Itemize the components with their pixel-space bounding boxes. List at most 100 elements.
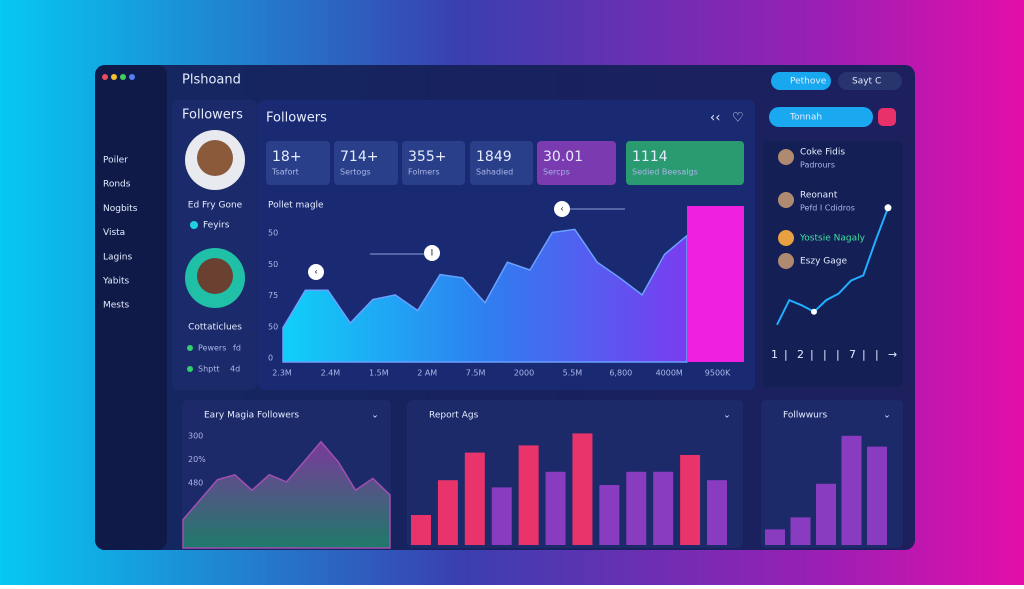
pager-item[interactable]: | bbox=[862, 348, 866, 361]
nav-item[interactable]: Yabits bbox=[102, 277, 130, 287]
avatar bbox=[778, 253, 794, 269]
bar bbox=[680, 455, 701, 545]
stat-label: Sahadied bbox=[476, 168, 513, 177]
icon[interactable]: ‹‹ bbox=[710, 111, 720, 126]
profile-name: Cottaticlues bbox=[188, 323, 242, 333]
point bbox=[811, 308, 817, 315]
nav-item[interactable]: Ronds bbox=[103, 180, 131, 190]
x-tick-label: 6,800 bbox=[609, 369, 632, 378]
dot bbox=[111, 74, 117, 80]
pager-item[interactable]: | bbox=[823, 348, 827, 361]
button-label[interactable]: Pethove bbox=[790, 77, 827, 87]
profiles-title: Followers bbox=[182, 108, 243, 123]
dot bbox=[187, 366, 193, 372]
stat-value: 1849 bbox=[476, 149, 512, 165]
person-sub: Pefd I Cdidros bbox=[800, 204, 855, 213]
chevron[interactable]: ⌄ bbox=[883, 411, 891, 421]
x-tick-label: 2 AM bbox=[417, 369, 437, 378]
bar bbox=[464, 452, 485, 545]
bottom-cards: Eary Magia Followers ⌄ 300 20% 480 Report Ags… bbox=[182, 400, 903, 549]
callout bbox=[554, 201, 570, 217]
button-label[interactable]: Sayt C bbox=[852, 77, 881, 87]
y-tick-label: 50 bbox=[268, 229, 278, 238]
nav-item[interactable]: Poiler bbox=[103, 156, 128, 166]
area bbox=[182, 440, 391, 549]
search-text[interactable]: Tonnah bbox=[789, 113, 822, 123]
person-name: Reonant bbox=[800, 191, 838, 201]
pager-item[interactable]: | bbox=[875, 348, 879, 361]
x-tick-label: 2.4M bbox=[321, 369, 341, 378]
bar bbox=[518, 445, 539, 545]
person-name: Yostsie Nagaly bbox=[799, 234, 866, 244]
search[interactable] bbox=[769, 107, 873, 127]
callout bbox=[308, 264, 324, 280]
x-tick-label: 2000 bbox=[514, 369, 534, 378]
pager-item[interactable]: → bbox=[888, 348, 897, 361]
button[interactable] bbox=[838, 72, 902, 90]
nav-item[interactable]: Mests bbox=[103, 301, 130, 311]
person-name: Eszy Gage bbox=[800, 257, 847, 267]
pager-item[interactable]: | bbox=[810, 348, 814, 361]
bar bbox=[572, 433, 593, 545]
nav-item[interactable]: Lagins bbox=[103, 252, 132, 262]
app-title: Plshoand bbox=[182, 73, 241, 88]
stat-card[interactable] bbox=[334, 141, 398, 185]
avatar-face bbox=[197, 258, 233, 294]
stat-label: Folmers bbox=[408, 168, 440, 177]
stat-card[interactable] bbox=[266, 141, 330, 185]
bar bbox=[491, 487, 512, 545]
pager-item[interactable]: | bbox=[784, 348, 788, 361]
bar bbox=[707, 480, 727, 545]
stat-label: Sercps bbox=[543, 168, 570, 177]
profile-tag: Feyirs bbox=[203, 221, 230, 231]
avatar bbox=[778, 230, 794, 246]
y-tick-label: 0 bbox=[268, 354, 273, 363]
stat-value: 4d bbox=[230, 365, 240, 374]
pager-item[interactable]: 7 bbox=[849, 348, 856, 361]
stat-label: Tsafort bbox=[271, 168, 299, 177]
stat-card[interactable] bbox=[470, 141, 533, 185]
point bbox=[884, 204, 892, 212]
pager-item[interactable]: 2 bbox=[797, 348, 804, 361]
y-tick-label: 480 bbox=[188, 479, 203, 488]
y-tick-label: 50 bbox=[268, 322, 278, 331]
callout-icon: I bbox=[431, 249, 434, 259]
stat-label: Pewers bbox=[198, 344, 226, 353]
stat-value: 30.01 bbox=[543, 149, 583, 165]
y-tick-label: 50 bbox=[268, 260, 278, 269]
stat-cards: 18+ Tsafort 714+ Sertogs 355+ Folmers 1849 Saha… bbox=[266, 141, 744, 185]
y-tick-label: 300 bbox=[188, 432, 203, 441]
bar bbox=[599, 485, 620, 545]
callout-icon: ‹ bbox=[314, 268, 318, 278]
stat-card[interactable] bbox=[402, 141, 465, 185]
button[interactable] bbox=[771, 72, 831, 90]
bar bbox=[790, 517, 811, 545]
bar bbox=[437, 480, 458, 545]
instagram-icon[interactable] bbox=[878, 108, 896, 126]
x-tick-label: 7.5M bbox=[466, 369, 486, 378]
dot bbox=[187, 345, 193, 351]
nav-item[interactable]: Vista bbox=[103, 228, 125, 238]
icon[interactable]: ♡ bbox=[732, 111, 744, 126]
bar bbox=[626, 471, 647, 545]
stat-card[interactable] bbox=[626, 141, 744, 185]
chevron[interactable]: ⌄ bbox=[371, 411, 379, 421]
person-name: Coke Fidis bbox=[800, 148, 845, 158]
stat-value: 1114 bbox=[632, 149, 668, 165]
profile-name: Ed Fry Gone bbox=[188, 201, 243, 211]
card-title: Follwwurs bbox=[783, 411, 827, 421]
main-chart: 50 50 75 50 0 2.3M 2.4M 1.5M 2 AM 7.5M 2000 5.5M 6,8… bbox=[268, 201, 744, 378]
sidebar bbox=[95, 65, 167, 550]
dot bbox=[129, 74, 135, 80]
chevron[interactable]: ⌄ bbox=[723, 411, 731, 421]
x-tick-label: 9500K bbox=[705, 369, 731, 378]
avatar bbox=[778, 149, 794, 165]
stat-card[interactable] bbox=[537, 141, 616, 185]
nav-item[interactable]: Nogbits bbox=[103, 204, 138, 214]
pager-item[interactable]: 1 bbox=[771, 348, 778, 361]
pager-item[interactable]: | bbox=[836, 348, 840, 361]
stat-value: fd bbox=[233, 344, 241, 353]
y-tick-label: 20% bbox=[188, 455, 206, 464]
peak-bar bbox=[687, 206, 744, 362]
